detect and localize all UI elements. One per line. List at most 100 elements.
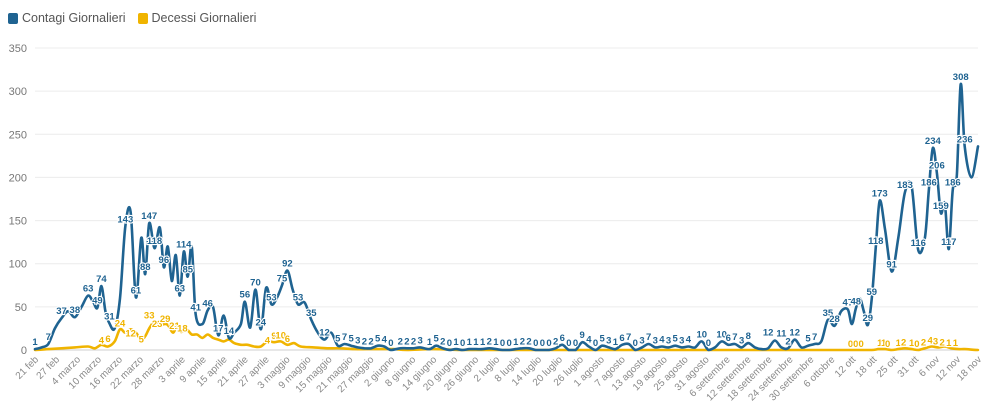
y-tick-label: 300 [9, 86, 27, 98]
data-label-contagi: 49 [92, 296, 103, 307]
data-label-contagi: 0 [460, 338, 465, 349]
data-label-decessi: 5 [139, 335, 145, 346]
data-label-contagi: 2 [404, 336, 409, 347]
data-label-decessi: 0 [853, 339, 858, 350]
data-label-contagi: 0 [566, 338, 571, 349]
data-label-contagi: 0 [633, 338, 638, 349]
data-label-contagi: 74 [96, 274, 107, 285]
data-label-decessi: 1 [896, 338, 902, 349]
data-label-contagi: 2 [398, 336, 403, 347]
y-tick-label: 50 [15, 302, 27, 314]
data-label-contagi: 53 [293, 292, 304, 303]
data-label-contagi: 7 [812, 332, 817, 343]
data-label-contagi: 147 [141, 211, 157, 222]
data-label-contagi: 3 [739, 335, 744, 346]
data-label-contagi: 10 [716, 329, 727, 340]
data-label-contagi: 14 [224, 326, 235, 337]
data-label-contagi: 31 [104, 311, 115, 322]
data-label-decessi: 0 [885, 339, 890, 350]
data-label-contagi: 48 [851, 297, 862, 308]
data-label-contagi: 2 [785, 336, 790, 347]
data-label-contagi: 5 [375, 334, 381, 345]
data-label-contagi: 85 [182, 265, 193, 276]
chart-legend: Contagi Giornalieri Decessi Giornalieri [8, 11, 256, 25]
data-label-contagi: 10 [696, 329, 707, 340]
data-label-contagi: 3 [653, 335, 658, 346]
data-label-contagi: 47 [843, 297, 854, 308]
data-label-contagi: 37 [56, 306, 67, 317]
data-label-contagi: 1 [32, 337, 38, 348]
data-label-contagi: 1 [480, 337, 486, 348]
data-label-contagi: 117 [941, 237, 956, 248]
legend-item-contagi[interactable]: Contagi Giornalieri [8, 11, 126, 25]
data-label-contagi: 2 [440, 336, 445, 347]
data-label-contagi: 91 [886, 259, 897, 270]
data-label-contagi: 5 [348, 334, 354, 345]
data-label-contagi: 308 [953, 72, 969, 83]
x-tick-label: 12 ott [833, 354, 859, 380]
data-label-decessi: 10 [275, 330, 286, 341]
data-label-contagi: 12 [789, 328, 800, 339]
data-label-contagi: 63 [174, 284, 185, 295]
data-label-decessi: 1 [953, 338, 959, 349]
x-tick-label: 25 ott [875, 354, 901, 380]
x-tick-label: 31 ott [896, 354, 922, 380]
data-label-contagi: 29 [862, 313, 873, 324]
data-label-contagi: 92 [282, 259, 293, 270]
data-label-contagi: 56 [240, 290, 251, 301]
data-label-contagi: 0 [540, 338, 545, 349]
y-tick-label: 350 [9, 43, 27, 55]
data-label-contagi: 0 [593, 338, 598, 349]
data-label-decessi: 4 [265, 336, 271, 347]
data-label-contagi: 53 [266, 292, 277, 303]
data-label-contagi: 236 [957, 134, 973, 145]
data-label-contagi: 4 [659, 335, 665, 346]
data-label-contagi: 0 [546, 338, 551, 349]
data-label-contagi: 75 [277, 273, 288, 284]
data-label-decessi: 23 [152, 319, 163, 330]
data-label-contagi: 0 [533, 338, 538, 349]
data-label-contagi: 186 [945, 178, 961, 189]
data-label-decessi: 1 [946, 338, 952, 349]
data-label-decessi: 0 [858, 339, 863, 350]
data-label-contagi: 61 [131, 285, 142, 296]
data-label-contagi: 7 [732, 332, 737, 343]
legend-item-decessi[interactable]: Decessi Giornalieri [137, 11, 256, 25]
data-label-decessi: 21 [169, 321, 180, 332]
data-label-contagi: 17 [213, 323, 224, 334]
data-label-decessi: 3 [933, 336, 938, 347]
data-label-contagi: 6 [619, 333, 624, 344]
data-label-contagi: 7 [342, 332, 347, 343]
data-label-contagi: 0 [500, 338, 505, 349]
data-label-decessi: 1 [877, 338, 883, 349]
data-label-contagi: 159 [933, 201, 949, 212]
data-label-contagi: 0 [573, 338, 578, 349]
data-label-contagi: 8 [746, 331, 751, 342]
data-label-contagi: 12 [319, 328, 330, 339]
data-label-contagi: 3 [639, 335, 644, 346]
data-label-decessi: 2 [901, 337, 906, 348]
series-line-decessi [33, 320, 980, 352]
data-label-contagi: 5 [805, 334, 811, 345]
data-label-contagi: 173 [872, 189, 888, 200]
data-label-contagi: 9 [580, 330, 585, 341]
data-label-contagi: 0 [388, 338, 393, 349]
data-label-contagi: 6 [560, 333, 565, 344]
data-label-contagi: 2 [526, 336, 531, 347]
data-label-decessi: 4 [928, 336, 934, 347]
data-label-contagi: 5 [673, 334, 679, 345]
data-label-contagi: 183 [897, 180, 913, 191]
data-label-contagi: 0 [447, 338, 452, 349]
data-label-decessi: 4 [99, 336, 105, 347]
data-label-contagi: 1 [493, 337, 499, 348]
data-label-decessi: 0 [914, 339, 919, 350]
y-tick-label: 250 [9, 129, 27, 141]
data-label-decessi: 9 [271, 331, 276, 342]
data-label-contagi: 38 [70, 305, 81, 316]
data-label-contagi: 0 [706, 338, 711, 349]
legend-label-contagi: Contagi Giornalieri [22, 11, 126, 25]
data-label-contagi: 3 [606, 335, 611, 346]
data-label-contagi: 206 [929, 160, 945, 171]
data-label-contagi: 3 [666, 335, 671, 346]
